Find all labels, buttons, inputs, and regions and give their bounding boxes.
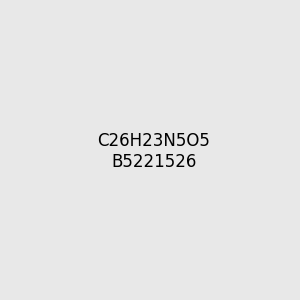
Text: C26H23N5O5
B5221526: C26H23N5O5 B5221526 bbox=[97, 132, 210, 171]
